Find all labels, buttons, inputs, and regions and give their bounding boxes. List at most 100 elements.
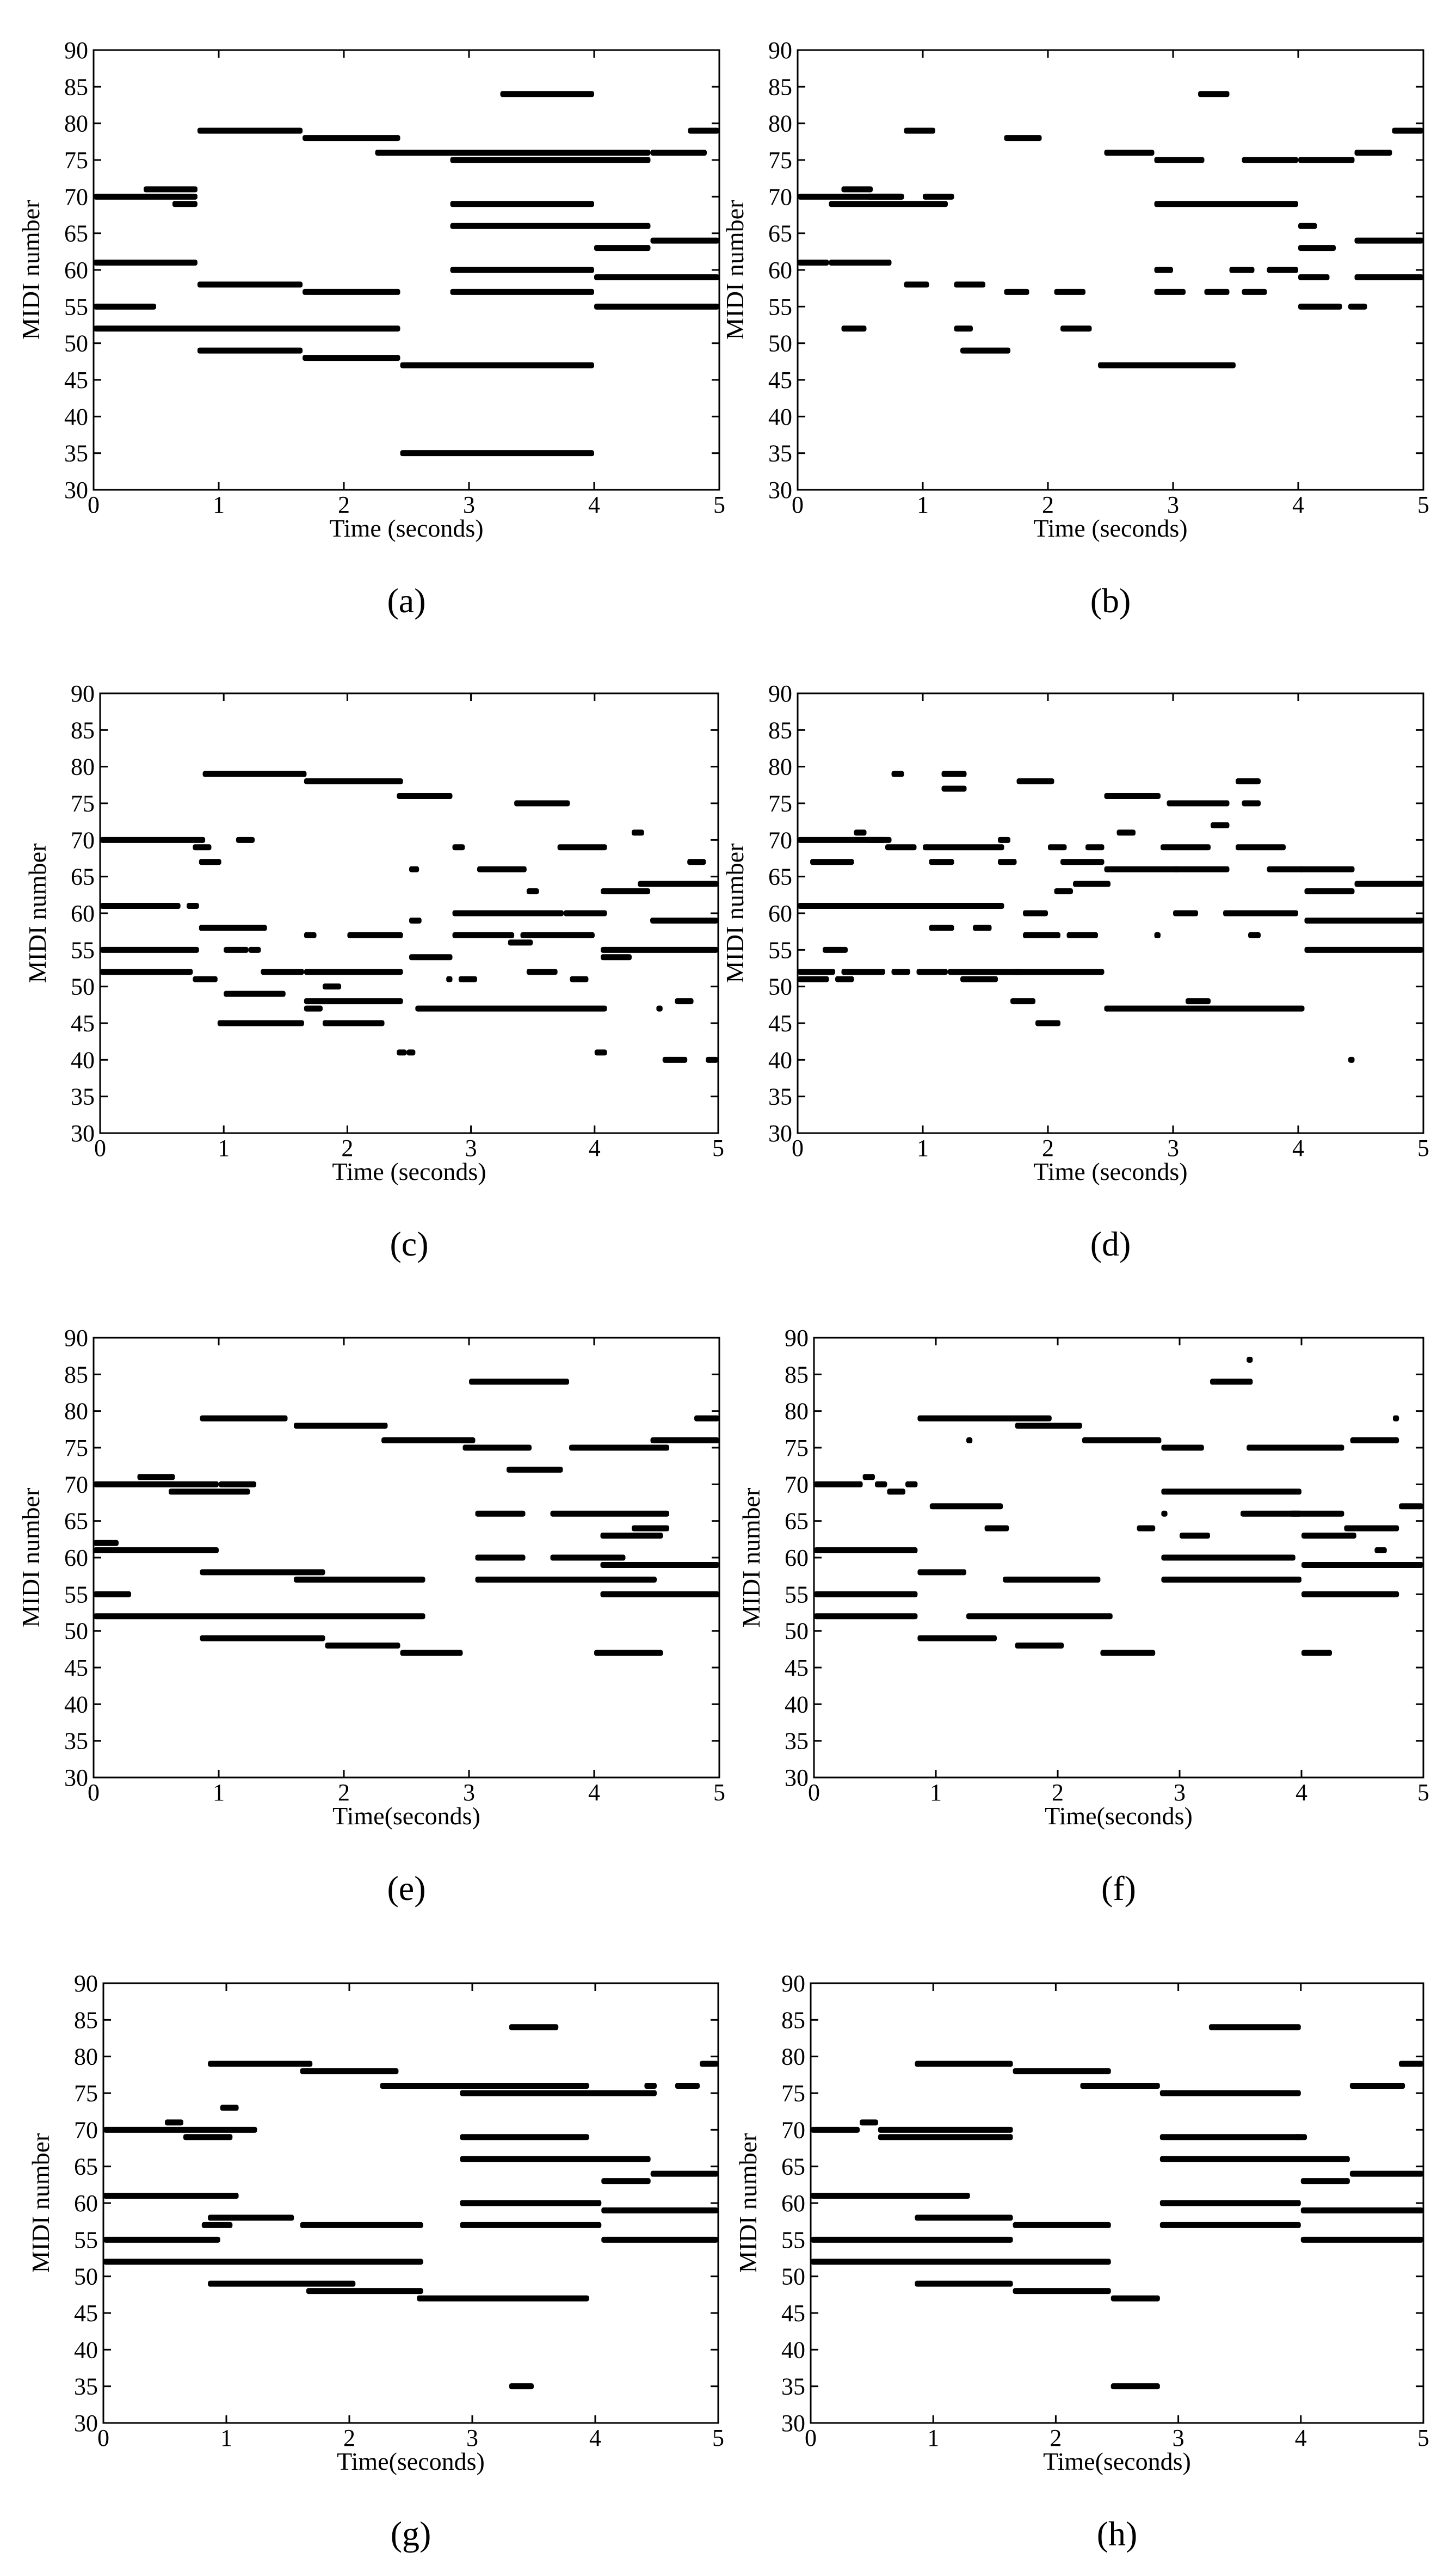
note-bar — [304, 998, 403, 1005]
note-bar — [1289, 1510, 1344, 1517]
y-tick-label: 40 — [64, 1691, 88, 1718]
note-bar — [1010, 969, 1105, 975]
x-tick-label: 2 — [1052, 1779, 1064, 1806]
note-bar — [409, 866, 419, 872]
note-bar — [835, 976, 854, 982]
note-bar — [841, 969, 885, 975]
note-bar — [1247, 1444, 1344, 1451]
note-bar — [208, 2060, 313, 2067]
x-axis-title: Time(seconds) — [332, 1802, 480, 1830]
y-tick-label: 70 — [768, 827, 792, 853]
note-bar — [841, 325, 867, 332]
note-bar — [172, 201, 198, 207]
x-tick-label: 2 — [1042, 1135, 1054, 1161]
x-tick-label: 3 — [1173, 2425, 1184, 2451]
x-tick-label: 0 — [97, 2425, 109, 2451]
note-bar — [460, 2200, 602, 2206]
note-bar — [165, 2119, 183, 2126]
note-bar — [236, 836, 255, 843]
note-bar — [1154, 932, 1161, 938]
x-tick-label: 1 — [218, 1135, 230, 1161]
note-bar — [1066, 932, 1098, 938]
note-bar — [662, 1056, 688, 1063]
y-tick-label: 35 — [64, 440, 88, 467]
note-bar — [1015, 1643, 1064, 1649]
x-axis-title: Time (seconds) — [332, 1158, 486, 1185]
x-axis-title: Time(seconds) — [1043, 2447, 1191, 2475]
note-bar — [687, 859, 706, 865]
y-axis-title: MIDI number — [721, 844, 749, 983]
note-bar — [600, 1591, 719, 1597]
y-tick-label: 65 — [74, 2154, 98, 2180]
y-tick-label: 60 — [64, 257, 88, 284]
y-tick-label: 30 — [785, 1764, 809, 1791]
x-tick-label: 1 — [213, 491, 225, 518]
x-tick-label: 3 — [1174, 1779, 1186, 1806]
note-bar — [594, 303, 719, 310]
note-bar — [450, 288, 594, 295]
note-bar — [656, 1005, 663, 1012]
note-bar — [860, 2119, 878, 2126]
note-bar — [960, 976, 998, 982]
note-bar — [1013, 2288, 1111, 2295]
note-bar — [798, 260, 829, 266]
note-bar — [94, 1547, 219, 1554]
note-bar — [1298, 245, 1336, 251]
x-tick-label: 3 — [1167, 1135, 1179, 1161]
note-bar — [915, 2060, 1013, 2067]
note-bar — [477, 866, 527, 872]
y-tick-label: 75 — [768, 790, 792, 817]
note-bar — [458, 976, 477, 982]
note-bar — [1159, 2090, 1301, 2096]
y-tick-label: 70 — [64, 183, 88, 210]
y-tick-label: 45 — [71, 1010, 95, 1037]
note-bar — [200, 1415, 288, 1422]
note-bar — [1210, 1379, 1253, 1385]
note-bar — [375, 150, 651, 156]
note-bar — [1104, 793, 1161, 799]
note-bar — [509, 2024, 559, 2031]
note-bar — [601, 2207, 718, 2213]
note-bar — [810, 859, 854, 865]
x-axis-title: Time (seconds) — [1033, 514, 1187, 542]
note-bar — [885, 844, 917, 851]
note-bar — [460, 2222, 602, 2228]
y-tick-label: 75 — [74, 2080, 98, 2107]
note-bar — [811, 2193, 970, 2199]
note-bar — [929, 925, 954, 931]
y-axis-title: MIDI number — [17, 1488, 45, 1628]
y-tick-label: 35 — [74, 2373, 98, 2400]
note-bar — [650, 2170, 718, 2177]
y-tick-label: 75 — [64, 147, 88, 174]
note-bar — [1073, 881, 1110, 887]
note-bar — [1159, 2222, 1301, 2228]
y-tick-label: 35 — [768, 440, 792, 467]
note-bar — [1154, 157, 1205, 163]
note-bar — [929, 859, 954, 865]
x-tick-label: 5 — [712, 2425, 724, 2451]
note-bar — [917, 1569, 966, 1576]
x-tick-label: 5 — [1417, 1135, 1429, 1161]
y-tick-label: 40 — [785, 1691, 809, 1718]
y-tick-label: 65 — [781, 2154, 805, 2180]
note-bar — [1398, 2060, 1423, 2067]
note-bar — [303, 288, 400, 295]
note-bar — [103, 2259, 423, 2265]
note-bar — [208, 2215, 294, 2221]
y-tick-label: 85 — [64, 73, 88, 100]
note-bar — [917, 1415, 1052, 1422]
panel-caption: (d) — [1090, 1225, 1131, 1263]
x-tick-label: 4 — [588, 1779, 600, 1806]
note-bar — [1016, 778, 1054, 785]
note-bar — [197, 127, 303, 134]
note-bar — [601, 2236, 718, 2243]
note-bar — [304, 1005, 323, 1012]
note-bar — [1298, 223, 1317, 229]
note-bar — [1301, 1591, 1399, 1597]
note-bar — [100, 836, 206, 843]
y-tick-label: 55 — [781, 2226, 805, 2253]
note-bar — [1159, 2134, 1301, 2140]
